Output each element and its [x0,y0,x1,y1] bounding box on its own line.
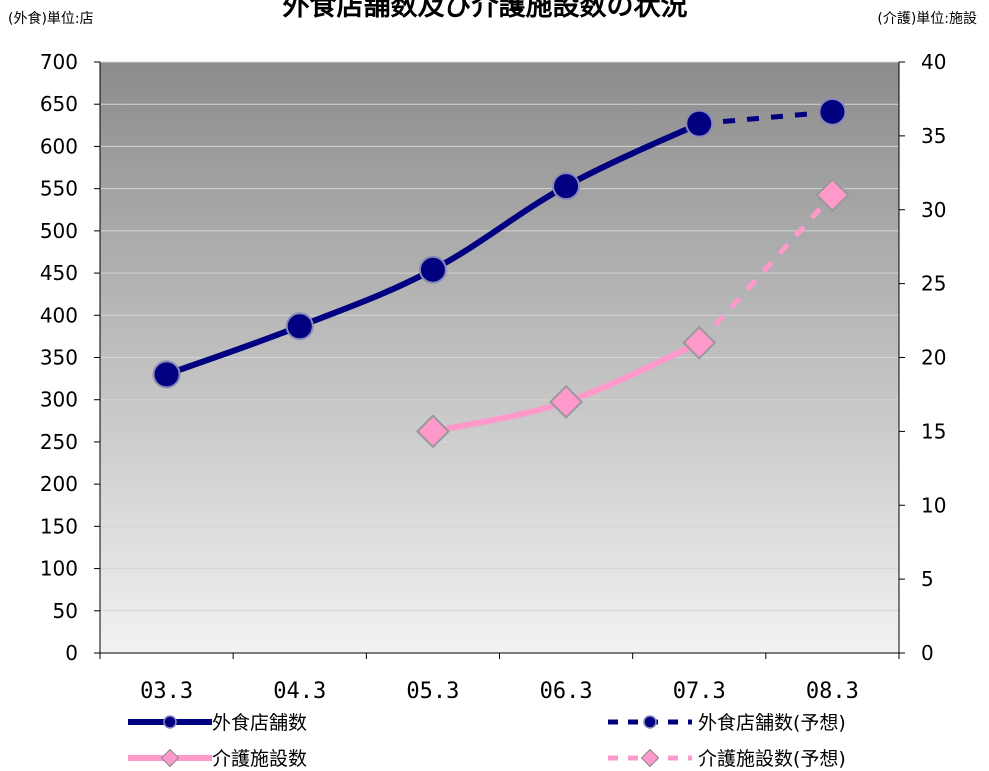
legend-label: 介護施設数 [212,748,308,770]
data-point-0-0 [152,360,181,389]
right-tick-label: 10 [921,493,946,517]
left-tick-label: 150 [40,514,78,538]
series-line-3 [697,193,835,345]
legend-swatch [128,714,212,729]
data-point-2-2 [415,414,450,449]
legend-label: 外食店舗数(予想) [698,712,846,734]
left-tick-label: 650 [40,92,78,116]
data-point-0-3 [552,172,581,201]
data-point-0-1 [285,312,314,341]
data-point-2-4 [682,325,717,360]
data-point-1-5 [818,97,847,126]
data-point-0-4 [685,109,714,138]
right-tick-label: 40 [921,50,946,74]
right-tick-label: 30 [921,198,946,222]
legend-item-1: 外食店舗数(予想) [608,708,846,735]
legend-label: 外食店舗数 [212,712,308,734]
right-tick-label: 20 [921,346,946,370]
x-tick-label: 07.3 [673,679,726,704]
left-tick-label: 550 [40,177,78,201]
left-tick-label: 600 [40,134,78,158]
left-tick-label: 50 [53,599,78,623]
data-point-0-2 [418,255,447,284]
right-axis-unit: (介護)単位:施設 [877,11,977,27]
left-tick-label: 200 [40,472,78,496]
legend-swatch [608,748,692,767]
x-tick-label: 08.3 [806,679,859,704]
left-tick-label: 250 [40,430,78,454]
left-tick-label: 450 [40,261,78,285]
left-tick-label: 400 [40,303,78,327]
right-tick-label: 25 [921,272,946,296]
right-tick-label: 35 [921,124,946,148]
right-tick-label: 0 [921,641,934,665]
chart-title: 外食店舗数及び介護施設数の状況 [282,0,688,22]
left-tick-label: 300 [40,388,78,412]
x-tick-label: 04.3 [273,679,326,704]
legend-item-2: 介護施設数 [128,744,307,771]
legend-label: 介護施設数(予想) [698,748,846,770]
legend-item-0: 外食店舗数 [128,708,307,735]
legend-swatch [608,714,692,729]
right-tick-label: 5 [921,567,934,591]
left-tick-label: 350 [40,346,78,370]
legend-item-3: 介護施設数(予想) [608,744,846,771]
data-point-3-5 [815,178,850,212]
left-tick-label: 500 [40,219,78,243]
legend-swatch [128,748,212,767]
left-tick-label: 0 [65,641,78,665]
left-tick-label: 100 [40,557,78,581]
left-axis-unit: (外食)単位:店 [8,11,94,27]
data-point-2-3 [549,384,584,419]
x-tick-label: 05.3 [406,679,459,704]
x-tick-label: 06.3 [540,679,593,704]
right-tick-label: 15 [921,419,946,443]
left-tick-label: 700 [40,50,78,74]
x-tick-label: 03.3 [140,679,193,704]
